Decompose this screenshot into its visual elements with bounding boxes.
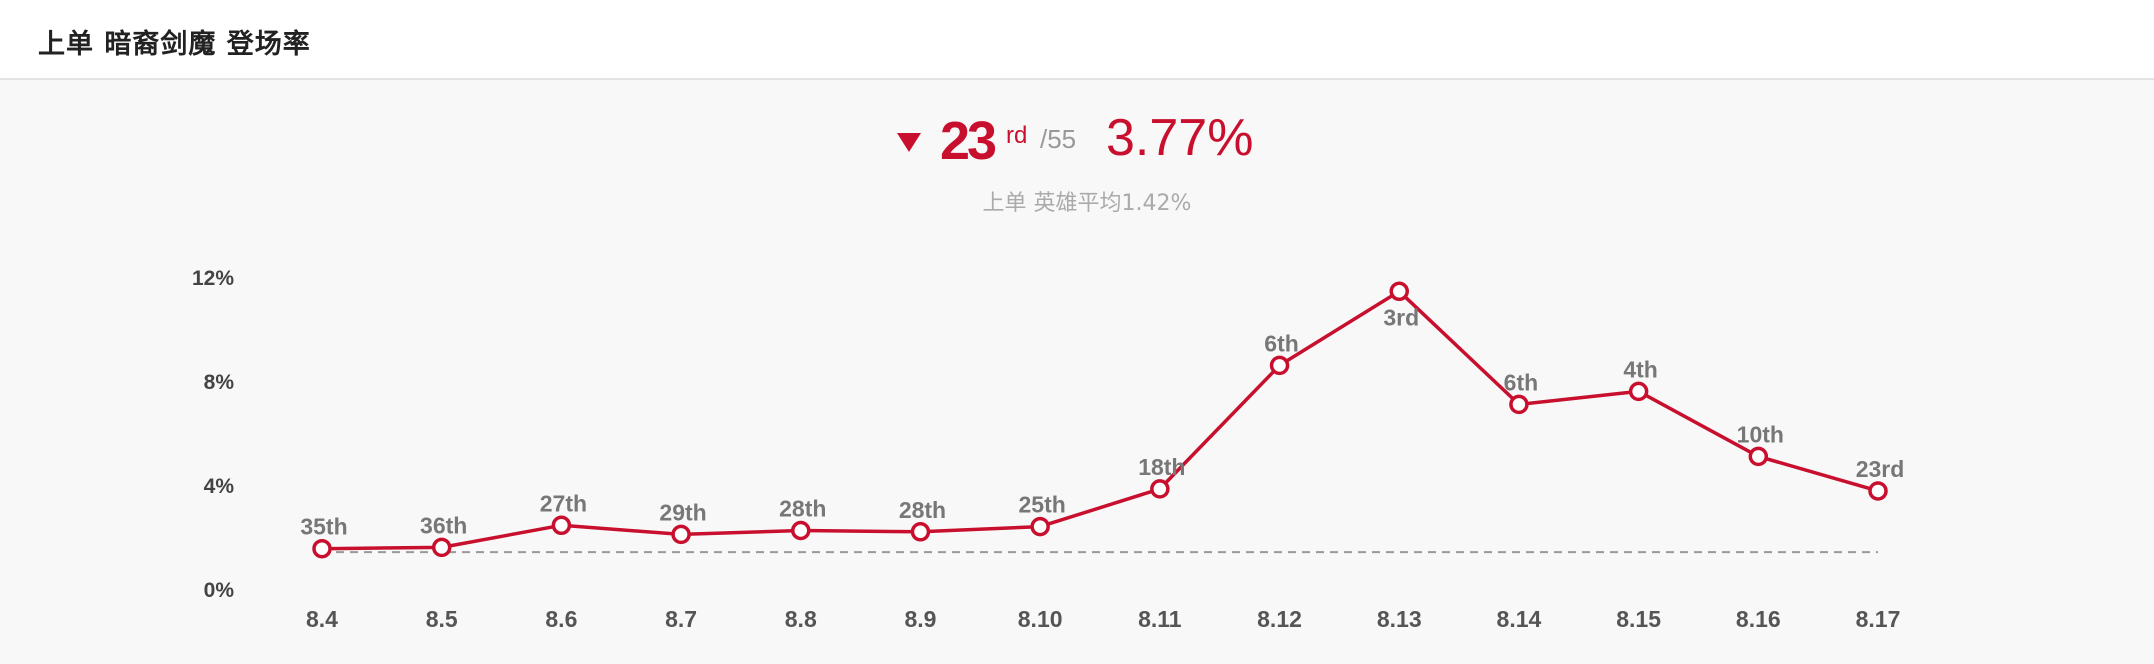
rank-label: 35th: [300, 514, 347, 540]
x-tick-label: 8.10: [1018, 606, 1063, 632]
x-tick-label: 8.7: [665, 606, 697, 632]
y-axis: 0% 4% 8% 12%: [192, 267, 234, 602]
data-point[interactable]: [312, 538, 332, 559]
data-point[interactable]: [431, 537, 452, 558]
x-tick-label: 8.6: [545, 606, 577, 632]
x-tick-label: 8.8: [785, 606, 817, 632]
rank-label: 23rd: [1856, 456, 1905, 482]
x-tick-label: 8.11: [1138, 606, 1182, 632]
rank-label: 10th: [1737, 421, 1784, 447]
rank-label: 36th: [420, 512, 467, 538]
data-point[interactable]: [1389, 281, 1409, 302]
x-tick-label: 8.9: [904, 606, 936, 632]
data-point-layer: [312, 281, 1888, 559]
page-title: 上单 暗裔剑魔 登场率: [38, 29, 311, 60]
data-point[interactable]: [1269, 355, 1290, 376]
series-line-layer: [320, 289, 1880, 551]
rank-label: 3rd: [1383, 304, 1419, 330]
rank-label: 29th: [659, 499, 706, 525]
rank-label: 27th: [540, 490, 587, 516]
rank-label-layer: 35th 36th 27th 29th 28th 28th 25th 18th 6th 3rd 6t…: [300, 304, 1904, 539]
x-tick-label: 8.16: [1736, 606, 1781, 632]
x-tick-label: 8.5: [426, 606, 458, 632]
rank-label: 4th: [1623, 356, 1658, 382]
summary-panel: 23 rd /55 3.77%: [0, 110, 2154, 170]
rank-number: 23: [940, 111, 997, 171]
data-point[interactable]: [791, 520, 811, 541]
rank-label: 18th: [1138, 454, 1185, 480]
rank-suffix: rd: [1006, 122, 1028, 149]
x-axis: 8.4 8.5 8.6 8.7 8.8 8.9 8.10 8.11 8.12 8.13 8.14 8.…: [306, 606, 1900, 632]
data-point[interactable]: [1868, 481, 1888, 501]
y-tick-label: 12%: [192, 267, 234, 290]
data-point[interactable]: [551, 515, 572, 536]
rank-label: 28th: [899, 497, 946, 523]
x-tick-label: 8.14: [1497, 606, 1542, 632]
data-point[interactable]: [910, 522, 931, 542]
y-tick-label: 8%: [204, 371, 235, 394]
x-tick-label: 8.15: [1616, 606, 1661, 632]
series-line: [320, 289, 1880, 551]
rank-label: 28th: [779, 496, 826, 522]
y-tick-label: 0%: [204, 579, 235, 602]
data-point[interactable]: [1748, 446, 1769, 467]
data-point[interactable]: [671, 524, 691, 545]
average-rate-text: 上单 英雄平均1.42%: [982, 191, 1192, 216]
data-point[interactable]: [1628, 381, 1649, 402]
header-bar: 上单 暗裔剑魔 登场率: [0, 0, 2154, 80]
x-tick-label: 8.12: [1257, 606, 1302, 632]
data-point[interactable]: [1030, 516, 1050, 537]
data-point[interactable]: [1509, 394, 1529, 415]
x-tick-label: 8.17: [1856, 606, 1901, 632]
y-tick-label: 4%: [204, 475, 235, 498]
x-tick-label: 8.4: [306, 606, 338, 632]
data-point[interactable]: [1150, 479, 1170, 499]
pick-rate-value: 3.77%: [1106, 109, 1254, 167]
rank-label: 6th: [1264, 330, 1299, 356]
rank-label: 6th: [1504, 369, 1539, 395]
rank-total: /55: [1040, 124, 1077, 154]
x-tick-label: 8.13: [1377, 606, 1422, 632]
triangle-down-icon: [897, 133, 921, 152]
rank-label: 25th: [1019, 492, 1066, 518]
